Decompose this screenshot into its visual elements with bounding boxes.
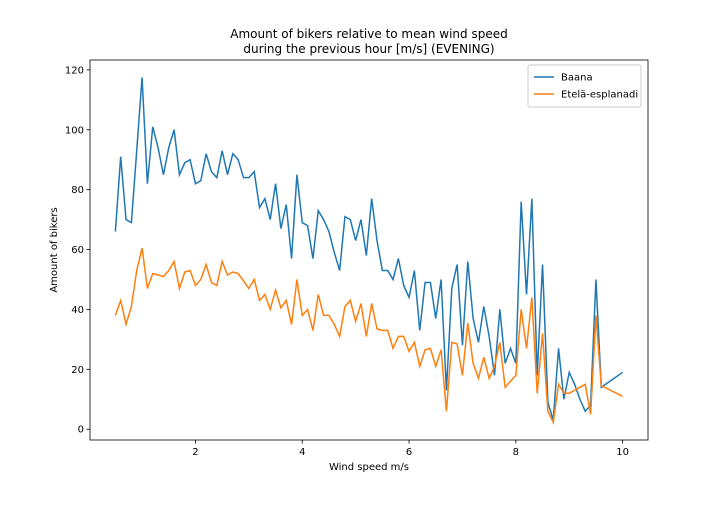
x-tick-label: 6 (406, 447, 412, 458)
legend: Baana Etelä-esplanadi (527, 64, 642, 108)
y-tick-label: 40 (71, 305, 84, 316)
x-tick-label: 10 (616, 447, 629, 458)
x-axis-label: Wind speed m/s (329, 462, 409, 473)
y-axis-label: Amount of bikers (49, 207, 60, 292)
chart-title: during the previous hour [m/s] (EVENING) (243, 42, 494, 56)
plot-frame (89, 59, 649, 441)
x-tick-label: 4 (299, 447, 305, 458)
legend-label: Baana (561, 73, 593, 84)
series-line (114, 77, 624, 421)
legend-label: Etelä-esplanadi (561, 90, 638, 101)
y-tick-label: 60 (71, 245, 84, 256)
y-tick-label: 0 (78, 425, 84, 436)
y-tick-label: 80 (71, 185, 84, 196)
y-tick-label: 20 (71, 365, 84, 376)
legend-box (527, 64, 642, 108)
series-line (114, 247, 623, 425)
x-tick-label: 8 (513, 447, 519, 458)
x-tick-label: 2 (192, 447, 198, 458)
y-tick-label: 100 (65, 125, 84, 136)
chart-title: Amount of bikers relative to mean wind s… (230, 27, 507, 41)
y-tick-label: 120 (65, 65, 84, 76)
